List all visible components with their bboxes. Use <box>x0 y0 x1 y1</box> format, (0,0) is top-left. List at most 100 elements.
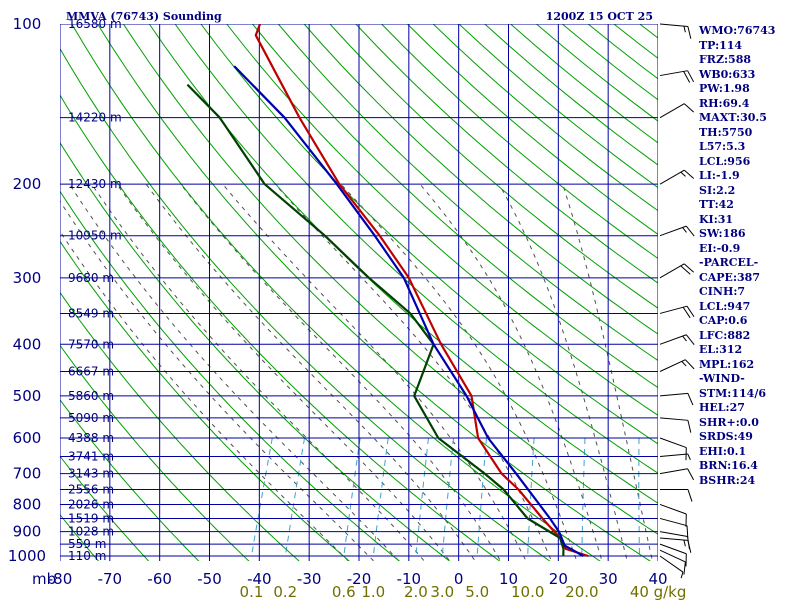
dry-adiabat <box>252 24 658 389</box>
sounding-index: SI:2.2 <box>699 183 736 197</box>
sounding-index: LFC:882 <box>699 328 751 342</box>
sounding-index: MAXT:30.5 <box>699 111 767 124</box>
height-label: 559 m <box>68 537 106 551</box>
wind-barb-feather <box>687 393 694 406</box>
sounding-index: L57:5.3 <box>699 140 746 153</box>
temperature-profile <box>254 24 589 558</box>
height-label: 3143 m <box>68 467 114 481</box>
mixing-ratio-label: 40 <box>630 583 649 600</box>
wind-barb-feather <box>683 71 691 83</box>
wind-barb-half-feather <box>682 335 687 342</box>
dry-adiabat <box>174 24 658 474</box>
dry-adiabat <box>60 47 551 561</box>
dry-adiabat <box>71 24 601 561</box>
isotherms <box>60 24 658 561</box>
wind-barb <box>659 549 686 575</box>
wind-barb-feather <box>686 305 695 318</box>
pressure-tick-label: 700 <box>13 465 42 483</box>
pressure-unit-label: mb <box>32 570 56 588</box>
sounding-index: CAP:0.6 <box>699 314 748 327</box>
wind-barb-feather <box>686 525 689 539</box>
dry-adiabat <box>122 24 658 535</box>
moist-adiabat <box>116 183 451 561</box>
mixing-ratio-label: 1.0 <box>361 583 385 600</box>
dry-adiabat <box>97 24 651 561</box>
mixing-ratio-label: 20.0 <box>565 583 598 600</box>
wind-barb-feather <box>685 225 695 237</box>
wind-barb-staff <box>659 417 688 421</box>
wind-barb <box>659 305 695 319</box>
temperature-tick-label: -40 <box>247 570 272 588</box>
wind-barb <box>659 23 692 39</box>
moist-adiabat <box>91 183 425 561</box>
sounding-index: RH:69.4 <box>699 96 750 110</box>
mixing-ratio-label: 0.2 <box>273 583 297 600</box>
wind-barb <box>659 531 690 550</box>
height-label: 110 m <box>68 549 106 563</box>
height-label: 1519 m <box>68 511 114 525</box>
dry-adiabat <box>226 24 658 416</box>
pressure-tick-label: 500 <box>13 387 42 405</box>
wind-barb-feather <box>687 489 693 502</box>
wind-barb-half-feather <box>683 25 686 33</box>
sounding-index: SW:186 <box>699 227 746 240</box>
sounding-index: LI:-1.9 <box>699 169 740 182</box>
wind-barb <box>659 359 695 372</box>
wind-barb <box>659 517 689 539</box>
sounding-index: TT:42 <box>699 198 734 211</box>
dry-adiabat <box>355 24 658 284</box>
dry-adiabat <box>60 190 401 561</box>
height-label: 16580 m <box>68 17 122 31</box>
wind-barb-staff <box>659 305 688 314</box>
sounding-index: TP:114 <box>699 38 743 52</box>
moist-adiabat <box>180 183 502 561</box>
sounding-index: CAPE:387 <box>699 270 760 284</box>
height-label: 3741 m <box>68 449 114 463</box>
sounding-index: PW:1.98 <box>699 82 750 95</box>
height-label: 5860 m <box>68 389 114 403</box>
dry-adiabat <box>303 24 658 335</box>
wind-barb-half-feather <box>680 571 684 579</box>
sounding-index: -WIND- <box>699 372 745 385</box>
wind-barb-feather <box>687 26 692 39</box>
height-label: 14220 m <box>68 111 122 125</box>
sounding-index: EI:-0.9 <box>699 241 741 255</box>
wind-barb-half-feather <box>681 361 687 367</box>
mixing-ratio-unit-label: g/kg <box>654 583 687 600</box>
sounding-index: LCL:956 <box>699 154 751 168</box>
wind-barb <box>659 468 695 481</box>
height-label: 4388 m <box>68 431 114 445</box>
wind-barb <box>659 263 695 279</box>
dry-adiabat <box>60 94 501 561</box>
wind-barb <box>659 70 695 83</box>
temperature-tick-label: -50 <box>197 570 222 588</box>
wind-barb-feather <box>685 334 695 345</box>
pressure-tick-label: 1000 <box>8 547 46 565</box>
wind-barb-staff <box>659 23 688 27</box>
height-label: 6667 m <box>68 365 114 379</box>
wind-barb-feather <box>683 103 695 113</box>
moist-adiabat <box>274 183 553 561</box>
dry-adiabat <box>277 24 658 362</box>
wind-barb-staff <box>659 334 687 345</box>
sounding-index: HEL:27 <box>699 401 745 414</box>
sounding-index: BSHR:24 <box>699 473 756 487</box>
temperature-tick-label: -60 <box>147 570 172 588</box>
pressure-tick-label: 300 <box>13 269 42 287</box>
wind-barb-feather <box>683 169 695 179</box>
wind-barb-staff <box>659 503 687 515</box>
wind-barb-staff <box>659 437 687 449</box>
pressure-tick-label: 600 <box>13 429 42 447</box>
temperature-tick-label: -10 <box>397 570 422 588</box>
wind-barb <box>659 392 694 406</box>
sounding-index: SHR+:0.0 <box>699 415 759 429</box>
dry-adiabat <box>60 455 150 561</box>
temperature-tick-label: 20 <box>549 570 568 588</box>
dry-adiabat <box>200 24 658 445</box>
moist-adiabat <box>340 183 578 561</box>
wind-barb <box>659 543 687 567</box>
dry-adiabat <box>381 24 658 260</box>
wind-barb-half-feather <box>687 453 691 461</box>
